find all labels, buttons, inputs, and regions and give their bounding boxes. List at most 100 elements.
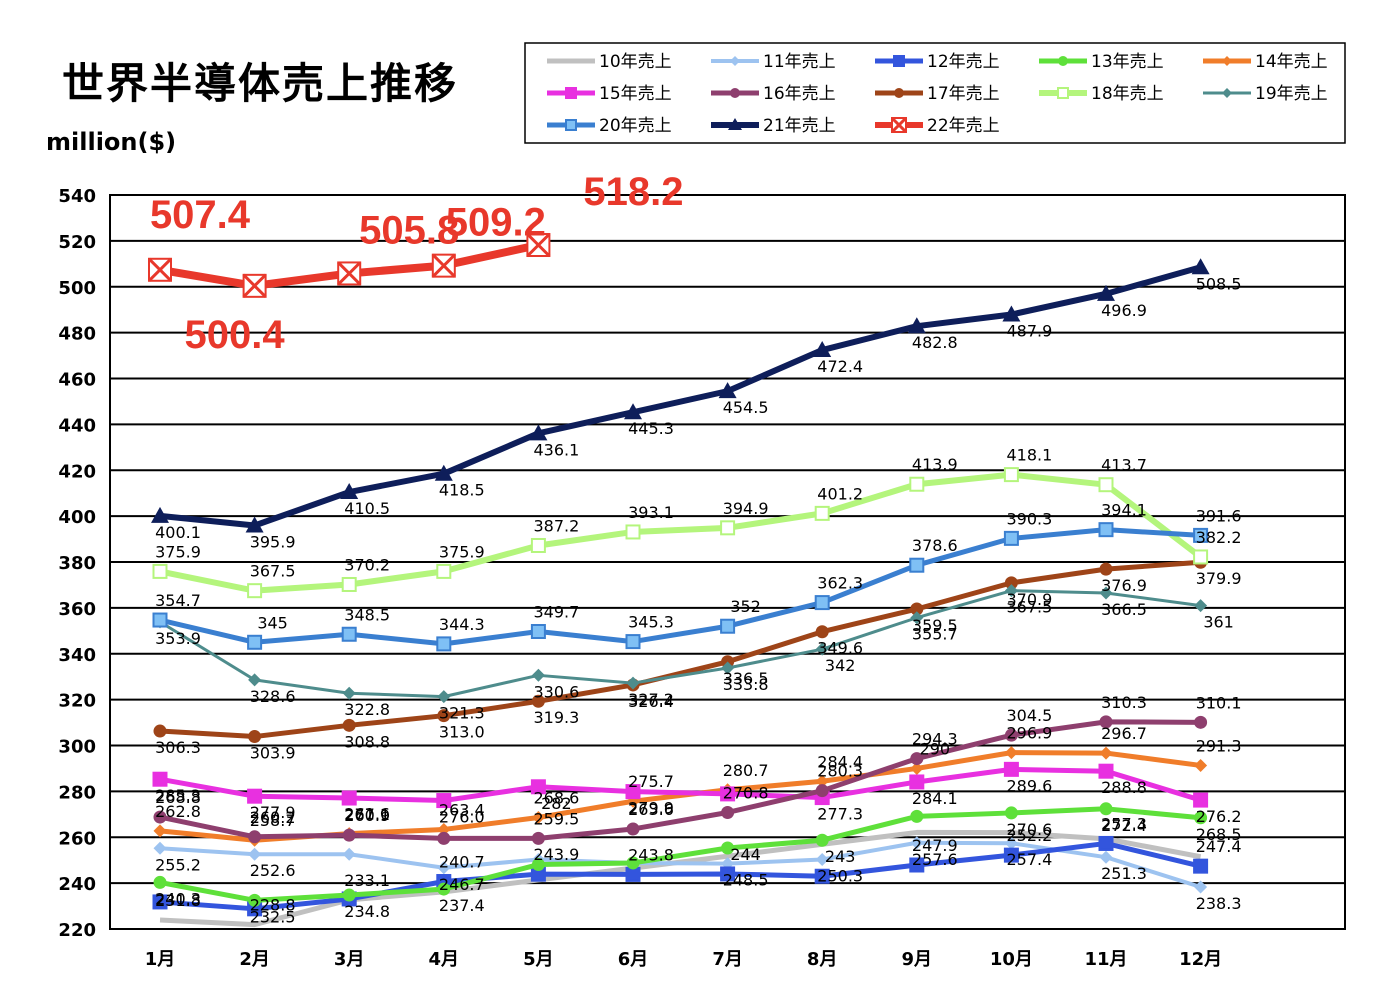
data-point (815, 784, 829, 798)
data-label: 349.7 (533, 603, 579, 622)
data-label: 336.5 (723, 669, 769, 688)
data-label: 252.6 (250, 861, 296, 880)
data-point (431, 253, 456, 278)
data-point (526, 232, 551, 258)
data-point (720, 618, 736, 634)
data-point (1098, 835, 1114, 851)
legend-label: 11年売上 (763, 52, 836, 72)
data-point (245, 516, 264, 533)
data-point (814, 505, 830, 521)
legend-label: 14年売上 (1255, 52, 1328, 72)
data-point (1003, 467, 1019, 483)
data-label: 250.3 (817, 866, 863, 885)
series-line (159, 471, 1203, 594)
data-point (626, 676, 640, 690)
data-point (909, 476, 925, 492)
data-point (721, 661, 735, 675)
data-label: 326.4 (628, 692, 674, 711)
data-point (437, 831, 451, 845)
data-point (1194, 599, 1208, 613)
legend-label: 22年売上 (927, 116, 1000, 136)
data-point (152, 894, 168, 910)
data-point (815, 833, 829, 847)
data-point (815, 774, 829, 788)
data-label: 261.6 (344, 805, 390, 824)
legend-label: 12年売上 (927, 52, 1000, 72)
legend-entry: 17年売上 (875, 84, 1000, 104)
data-point (815, 642, 829, 656)
data-point (813, 341, 832, 358)
data-point (436, 563, 452, 579)
data-label: 370.2 (344, 555, 390, 574)
data-point (342, 888, 356, 902)
data-label: 344.3 (439, 615, 485, 634)
data-point (894, 88, 904, 98)
data-label: 244 (730, 845, 761, 864)
data-label: 328.6 (250, 687, 296, 706)
data-label: 505.8 (359, 208, 459, 252)
data-label: 258.7 (250, 811, 296, 830)
data-label: 263.4 (439, 800, 485, 819)
data-point (247, 788, 263, 804)
data-label: 243.9 (533, 845, 579, 864)
series-20年売上 (152, 522, 1209, 652)
data-point (151, 506, 169, 523)
series-21年売上 (151, 258, 1210, 533)
data-point (815, 625, 829, 639)
data-label: 507.4 (150, 193, 251, 237)
data-label: 330.6 (533, 682, 579, 701)
series-line (159, 840, 1202, 912)
data-label: 393.1 (628, 503, 674, 522)
series-13年売上 (153, 802, 1208, 907)
data-label: 390.3 (1006, 509, 1052, 528)
data-point (565, 87, 577, 99)
data-label: 277.1 (344, 805, 390, 824)
data-label: 260.2 (250, 808, 296, 827)
data-point (1004, 746, 1018, 760)
data-label: 348.5 (344, 605, 390, 624)
x-tick-label: 8月 (807, 949, 838, 970)
series-line (159, 719, 1201, 841)
data-label: 366.5 (1101, 600, 1147, 619)
data-point (437, 709, 451, 723)
data-point (437, 822, 451, 836)
data-label: 288.8 (1101, 778, 1147, 797)
data-label: 282 (541, 794, 572, 813)
data-point (1004, 584, 1018, 598)
data-point (814, 868, 830, 884)
data-point (337, 261, 362, 286)
data-point (437, 882, 451, 896)
data-point (626, 856, 640, 870)
y-tick-label: 540 (58, 186, 96, 207)
data-label: 500.4 (185, 313, 286, 357)
data-point (436, 636, 452, 652)
data-point (153, 724, 167, 738)
data-label: 378.6 (912, 536, 958, 555)
y-tick-label: 360 (58, 599, 96, 620)
x-tick-label: 2月 (239, 949, 270, 970)
data-label: 367.5 (1006, 598, 1052, 617)
data-point (626, 822, 640, 836)
data-point (247, 583, 263, 599)
data-labels: 231.8 228.8 233.1 255.2 252.6 246.7 248.5 250.3… (150, 170, 1242, 926)
legend-label: 13年売上 (1091, 52, 1164, 72)
data-label: 410.5 (344, 499, 390, 518)
data-label: 255.2 (155, 855, 201, 874)
data-label: 418.1 (1006, 446, 1052, 465)
y-tick-label: 500 (58, 278, 96, 299)
series-16年売上 (153, 715, 1208, 845)
legend-label: 19年売上 (1255, 84, 1328, 104)
data-point (910, 761, 924, 775)
y-tick-label: 400 (58, 507, 96, 528)
legend-label: 20年売上 (599, 116, 672, 136)
data-point (531, 858, 545, 872)
data-label: 247.4 (1196, 837, 1242, 856)
data-label: 233.1 (344, 871, 390, 890)
data-label: 375.9 (439, 542, 485, 561)
y-unit-label: million($) (46, 128, 177, 156)
data-point (1193, 549, 1209, 565)
data-label: 333.8 (723, 675, 769, 694)
data-label: 276.2 (1196, 807, 1242, 826)
data-point (1058, 56, 1068, 66)
